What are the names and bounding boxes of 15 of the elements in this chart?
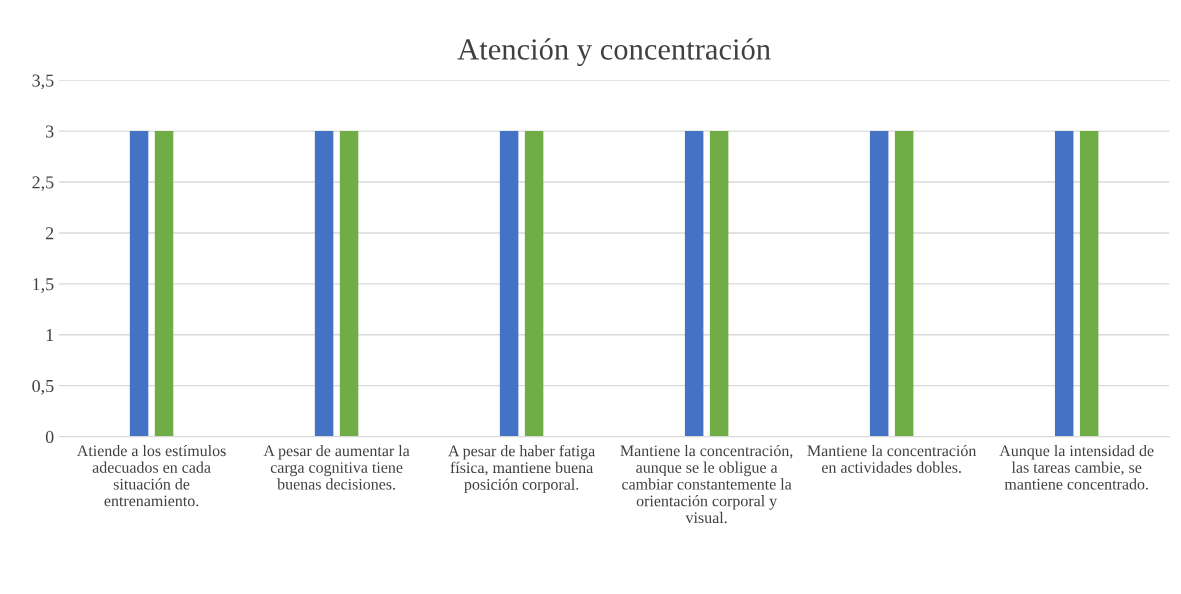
y-tick-label: 3,5 [32,74,54,90]
y-tick-label: 2 [45,227,54,240]
chart-title: Atención y concentración [457,38,771,66]
y-tick-label: 2,5 [32,176,54,192]
y-tick-label: 0 [45,430,54,444]
x-tick-label: Atiende a los estímulos adecuados en cada situación de entrenamiento. [76,444,226,507]
x-tick-label: Aunque la intensidad de las tareas cambie, se mantiene concentrado. [999,444,1154,490]
y-tick-label: 1 [46,329,54,342]
x-tick-label: Mantiene la concentración en actividades dobles. [807,444,977,473]
x-tick-label: A pesar de aumentar la carga cognitiva tiene buenas decisiones. [263,444,410,490]
x-tick-label: Mantiene la concentración, aunque se le obligue a cambiar constantemente la orientación corporal y visual. [620,444,793,524]
x-tick-label: A pesar de haber fatiga física, mantiene buena posición corporal. [448,444,595,494]
y-tick-label: 1,5 [33,278,54,293]
y-tick-label: 3 [46,125,54,138]
y-tick-label: 0,5 [32,379,54,395]
